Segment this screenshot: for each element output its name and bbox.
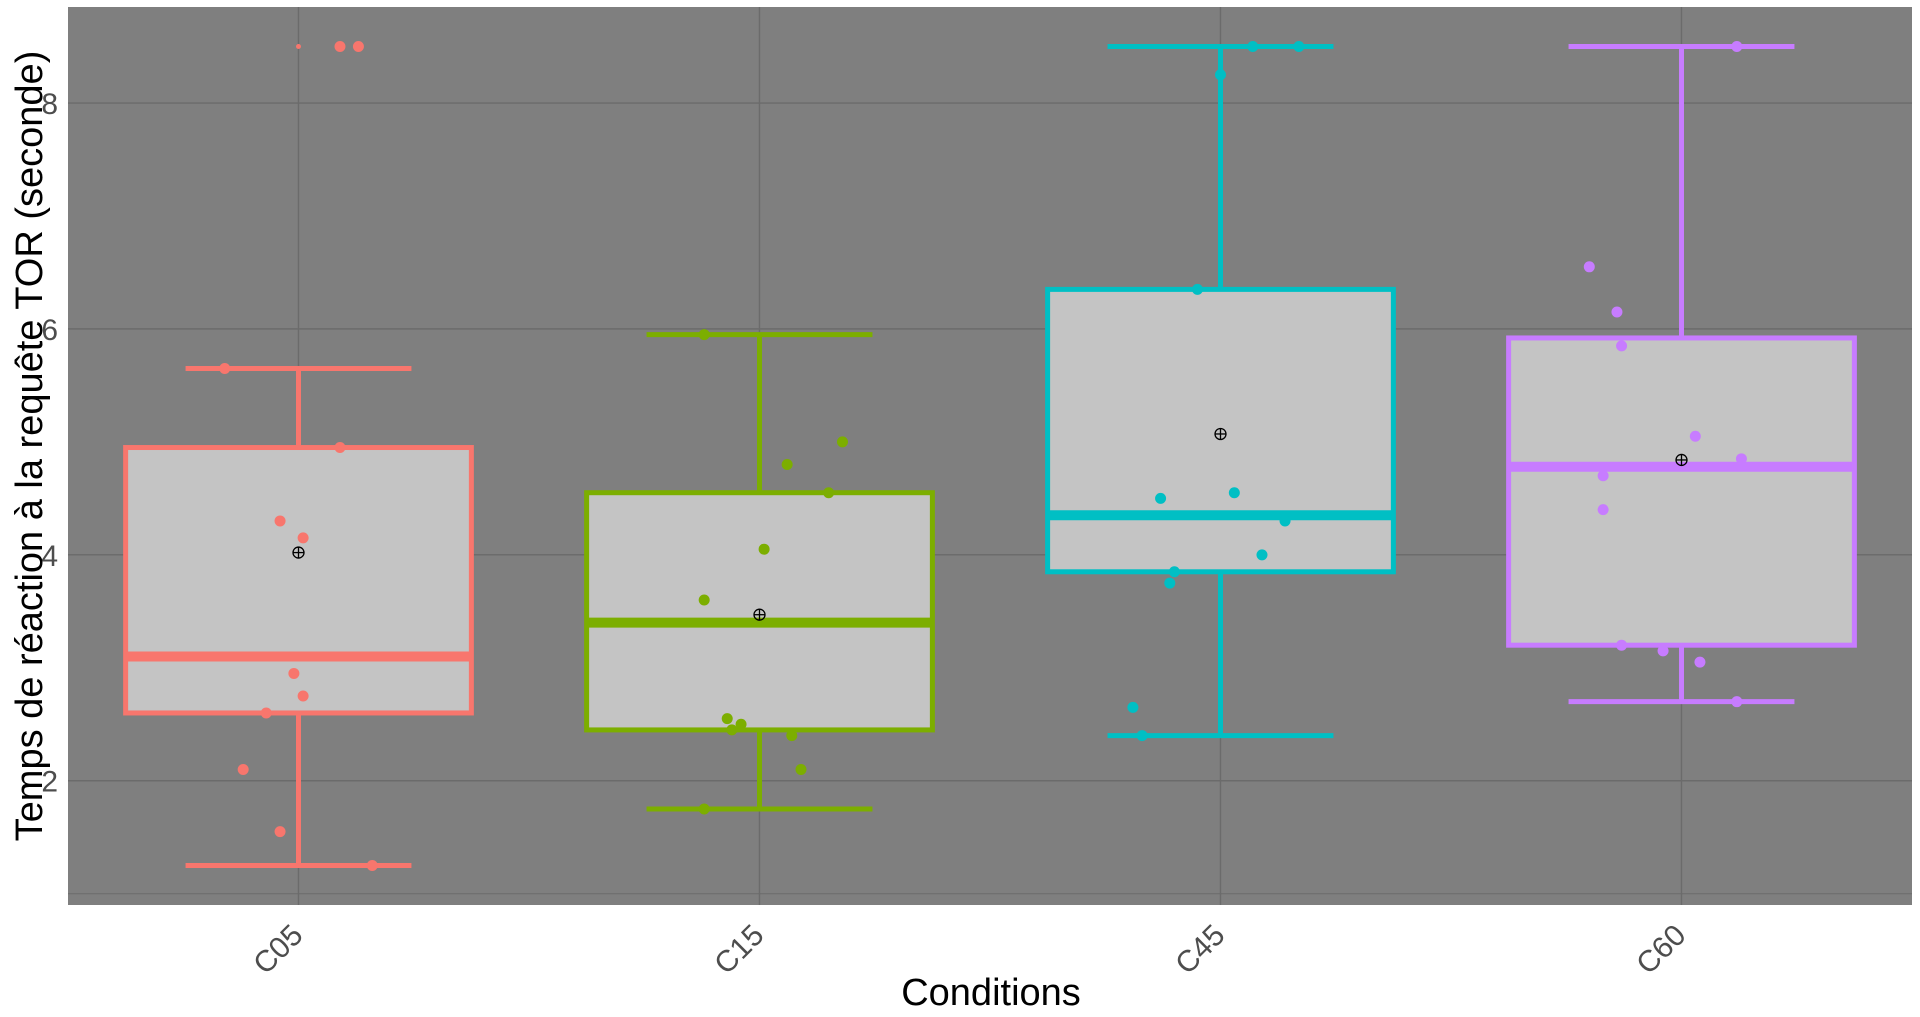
data-point [219,362,231,374]
data-point [1583,261,1595,273]
data-point [758,543,770,555]
x-axis-title: Conditions [901,972,1081,1014]
y-tick-label: 8 [41,88,58,121]
data-point [1215,69,1226,81]
data-point [1136,730,1148,742]
data-point [1127,701,1139,713]
data-point [1731,41,1743,53]
y-axis-title: Temps de réaction à la requête TOR (seco… [9,51,51,842]
data-point [786,730,798,742]
data-point [698,594,710,606]
data-point [1155,492,1167,504]
data-point [366,859,378,871]
data-point [1616,340,1628,352]
boxes [123,44,1857,868]
data-point [1279,515,1291,527]
data-point [1228,487,1240,499]
data-points [219,41,1747,871]
outlier-point [296,44,301,50]
data-point [1191,283,1203,295]
data-point [1731,696,1743,708]
data-point [1247,41,1259,53]
data-point [1597,470,1609,482]
data-point [1616,639,1628,651]
data-point [297,532,309,544]
data-point [698,329,710,341]
data-point [698,803,710,815]
data-point [1694,656,1706,668]
data-point [726,724,738,736]
data-point [836,436,848,448]
data-point [721,713,733,725]
data-point [795,763,807,775]
box-c60 [1506,335,1857,648]
data-point [735,718,747,730]
data-point [1735,453,1747,465]
y-tick-label: 4 [41,540,58,573]
data-point [1256,549,1268,561]
data-point [1293,41,1305,53]
y-tick-label: 2 [41,766,58,799]
data-point [352,41,364,53]
data-point [781,458,793,470]
data-point [260,707,272,719]
data-point [274,515,286,527]
y-tick-label: 6 [41,314,58,347]
data-point [334,442,346,454]
data-point [1164,577,1176,589]
data-point [288,667,300,679]
data-point [237,763,249,775]
box-c05 [123,445,474,716]
data-point [297,690,309,702]
data-point [1689,430,1701,442]
data-point [1657,645,1669,657]
data-point [1168,566,1180,578]
data-point [1611,306,1623,318]
data-point [334,41,346,53]
data-point [274,826,286,838]
data-point [823,487,835,499]
data-point [1597,504,1609,516]
